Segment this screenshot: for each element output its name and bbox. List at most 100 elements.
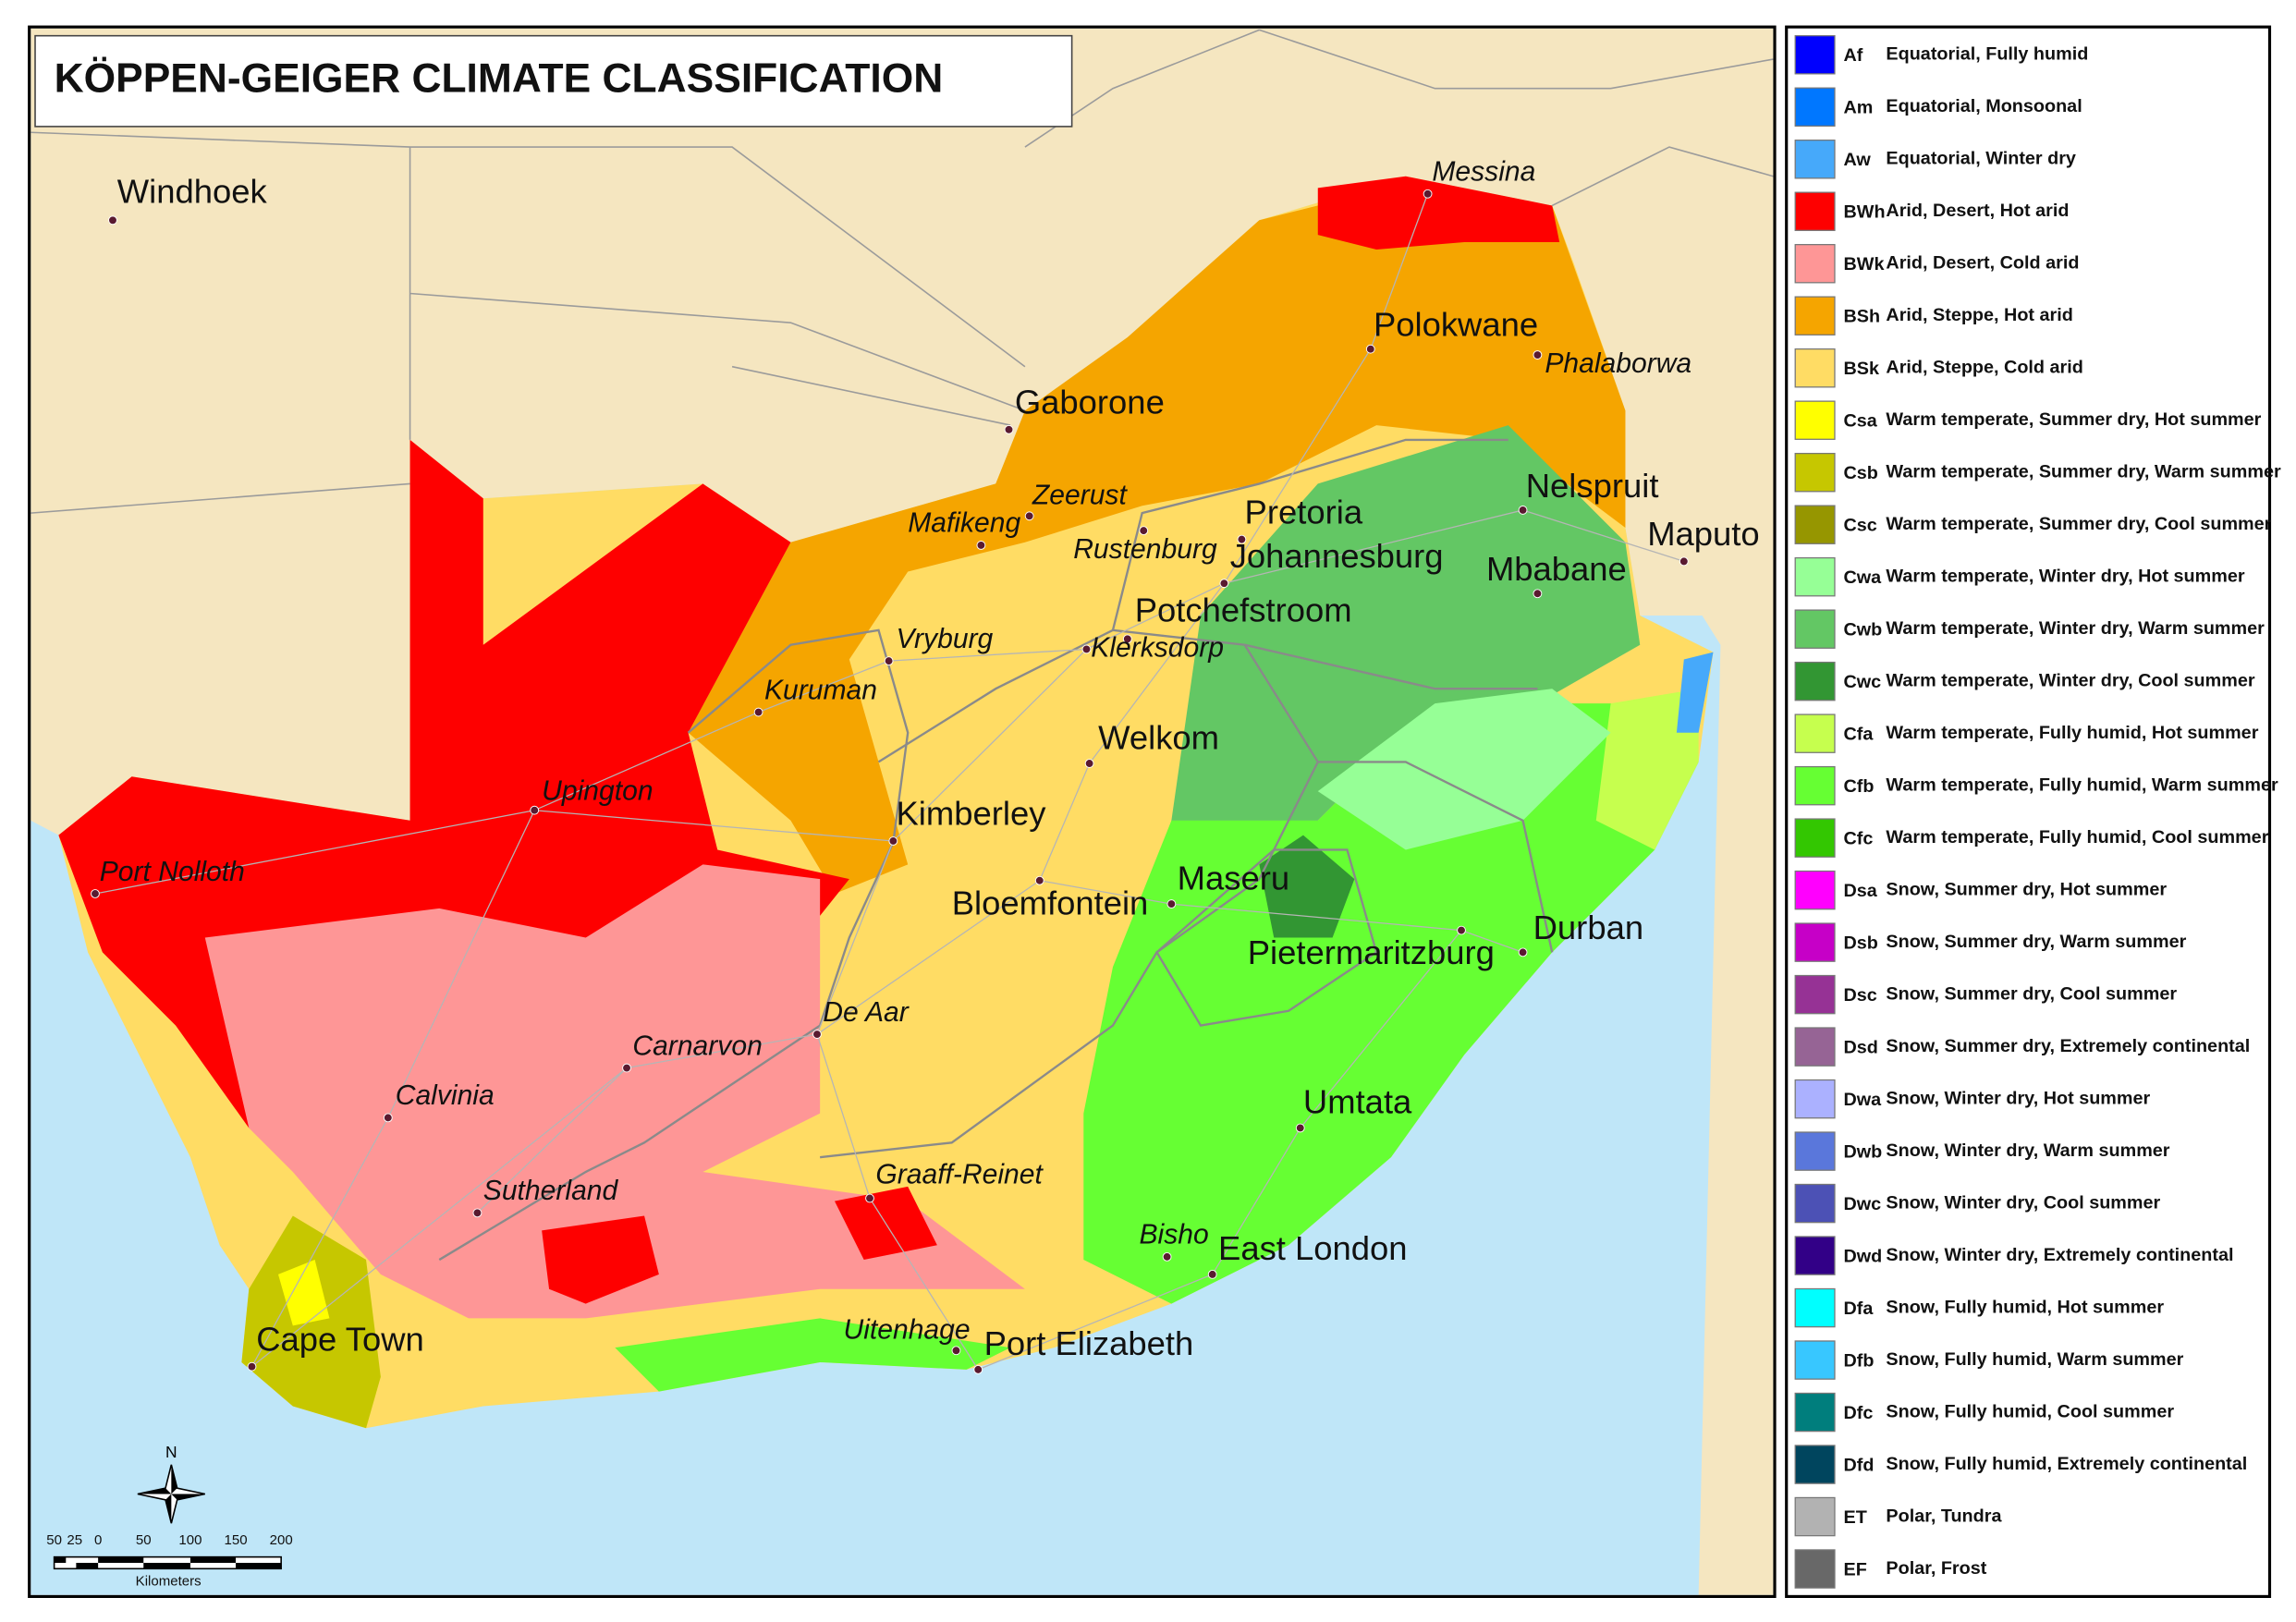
legend: Af Equatorial, Fully humid Am Equatorial, M… [1794, 35, 2281, 1589]
city-label: De Aar [823, 997, 910, 1028]
legend-code: Dsb [1843, 933, 1877, 953]
legend-swatch [1794, 505, 1836, 544]
city-dot [1084, 759, 1094, 768]
legend-label: Arid, Steppe, Cold arid [1886, 357, 2082, 377]
scale-bar: 50 25 0 50 100 150 200 Kilometers [46, 1532, 292, 1589]
city-label: Port Nolloth [100, 857, 245, 887]
city-dot [1518, 506, 1528, 515]
city-label: Carnarvon [632, 1031, 762, 1061]
city-dot [472, 1208, 482, 1218]
scale-tick-label: 150 [225, 1532, 248, 1548]
city-label: Vryburg [897, 624, 994, 654]
legend-swatch [1794, 1027, 1836, 1067]
legend-label: Warm temperate, Fully humid, Cool summer [1886, 827, 2268, 848]
city-label: Calvinia [396, 1080, 495, 1111]
city-label: Nelspruit [1526, 467, 1659, 505]
legend-label: Warm temperate, Fully humid, Warm summer [1886, 774, 2278, 795]
province-border [1111, 438, 1554, 953]
legend-label: Warm temperate, Summer dry, Warm summer [1886, 461, 2281, 482]
legend-code: BSh [1843, 307, 1880, 327]
legend-label: Equatorial, Monsoonal [1886, 96, 2082, 116]
legend-swatch [1794, 191, 1836, 231]
lesotho-border [1154, 848, 1378, 1027]
city-dot [1219, 579, 1229, 589]
legend-label: Polar, Frost [1886, 1558, 1986, 1579]
city-dot [753, 707, 763, 717]
climate-zone [1259, 835, 1355, 938]
legend-code: Dfd [1843, 1455, 1874, 1475]
city-label: Bisho [1139, 1220, 1208, 1250]
province-border [438, 628, 910, 1262]
city-dot [1679, 556, 1689, 567]
city-label: Messina [1432, 157, 1535, 188]
legend-swatch [1794, 296, 1836, 335]
legend-label: Snow, Winter dry, Cool summer [1886, 1192, 2160, 1213]
legend-swatch [1794, 1131, 1836, 1171]
city-label: Klerksdorp [1091, 632, 1224, 663]
city-dot [1166, 899, 1177, 909]
legend-label: Arid, Desert, Cold arid [1886, 252, 2079, 273]
city-dot [1423, 189, 1433, 199]
legend-label: Equatorial, Winter dry [1886, 148, 2076, 168]
legend-code: Dwb [1843, 1141, 1882, 1162]
legend-code: Cwa [1843, 567, 1882, 588]
legend-frame [1785, 25, 2272, 1598]
legend-label: Snow, Fully humid, Extremely continental [1886, 1454, 2247, 1474]
city-dot [1518, 947, 1528, 957]
legend-swatch [1794, 1496, 1836, 1537]
city-dot [1207, 1269, 1217, 1279]
city-dot [530, 805, 540, 815]
city-label: Bloemfontein [952, 884, 1149, 921]
scale-tick-label: 50 [136, 1532, 152, 1548]
map-title: KÖPPEN-GEIGER CLIMATE CLASSIFICATION [55, 56, 944, 102]
legend-label: Snow, Summer dry, Hot summer [1886, 879, 2167, 899]
legend-label: Snow, Summer dry, Extremely continental [1886, 1036, 2250, 1056]
legend-code: Dwd [1843, 1246, 1882, 1266]
legend-code: Csc [1843, 516, 1876, 536]
legend-code: Af [1843, 45, 1862, 66]
legend-swatch [1794, 661, 1836, 701]
city-dot [91, 889, 100, 898]
climate-zone [615, 1318, 1011, 1392]
legend-swatch [1794, 1340, 1836, 1380]
city-label: Polokwane [1374, 306, 1538, 344]
borders [31, 29, 1774, 514]
climate-zone [1317, 689, 1611, 850]
city-dot [247, 1361, 257, 1372]
north-label: N [165, 1443, 177, 1461]
climate-zone [1676, 652, 1714, 733]
city-label: Graaff-Reinet [875, 1160, 1044, 1190]
legend-label: Snow, Summer dry, Cool summer [1886, 983, 2177, 1004]
legend-label: Snow, Winter dry, Extremely continental [1886, 1245, 2233, 1265]
city-label: Mafikeng [908, 508, 1020, 539]
legend-label: Warm temperate, Winter dry, Hot summer [1886, 566, 2244, 586]
legend-swatch [1794, 140, 1836, 179]
legend-swatch [1794, 452, 1836, 493]
legend-swatch [1794, 609, 1836, 649]
city-dot [973, 1364, 983, 1374]
city-dot [1457, 925, 1466, 935]
city-label: Pretoria [1245, 493, 1363, 531]
legend-label: Warm temperate, Fully humid, Hot summer [1886, 723, 2258, 743]
city-label: Maputo [1647, 515, 1759, 553]
city-label: Umtata [1303, 1083, 1412, 1121]
city-label: Pietermaritzburg [1248, 933, 1495, 971]
legend-swatch [1794, 87, 1836, 127]
city-label: Sutherland [483, 1176, 619, 1206]
legend-code: Dfc [1843, 1403, 1873, 1423]
city-dot [1295, 1123, 1305, 1133]
city-dot [108, 215, 117, 226]
scale-tick-label: 200 [270, 1532, 293, 1548]
city-label: Johannesburg [1230, 537, 1444, 575]
legend-label: Arid, Desert, Hot arid [1886, 201, 2069, 221]
compass-fill [137, 1464, 205, 1524]
legend-code: Cwb [1843, 619, 1882, 640]
city-label: Rustenburg [1073, 534, 1217, 565]
city-label: Phalaborwa [1545, 348, 1691, 379]
city-dot [1237, 534, 1247, 544]
legend-label: Polar, Tundra [1886, 1506, 2002, 1526]
legend-label: Snow, Winter dry, Warm summer [1886, 1140, 2169, 1161]
country-border [31, 29, 1774, 514]
